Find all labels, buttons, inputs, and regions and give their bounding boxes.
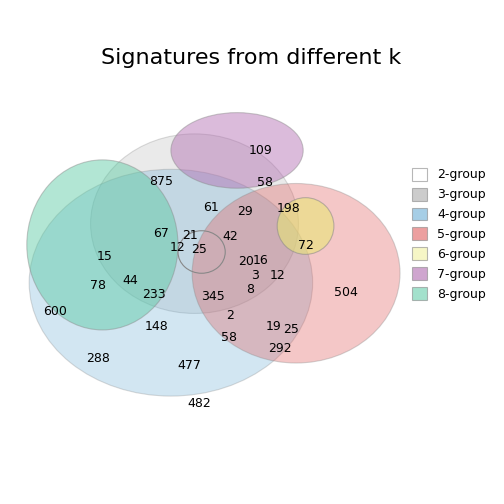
- Legend: 2-group, 3-group, 4-group, 5-group, 6-group, 7-group, 8-group: 2-group, 3-group, 4-group, 5-group, 6-gr…: [407, 163, 490, 306]
- Text: 12: 12: [170, 241, 186, 254]
- Ellipse shape: [27, 160, 178, 330]
- Text: 72: 72: [297, 239, 313, 253]
- Text: 109: 109: [249, 144, 273, 157]
- Text: 12: 12: [269, 269, 285, 282]
- Ellipse shape: [91, 134, 298, 313]
- Text: 148: 148: [145, 320, 169, 333]
- Text: 44: 44: [123, 274, 139, 287]
- Text: 25: 25: [192, 243, 207, 256]
- Ellipse shape: [192, 183, 400, 363]
- Text: 233: 233: [143, 288, 166, 301]
- Text: 15: 15: [97, 250, 113, 263]
- Text: 16: 16: [253, 254, 269, 267]
- Text: 42: 42: [222, 230, 238, 243]
- Text: 61: 61: [203, 201, 219, 214]
- Text: 875: 875: [150, 174, 173, 187]
- Ellipse shape: [171, 112, 303, 188]
- Text: 8: 8: [246, 283, 254, 296]
- Text: 19: 19: [266, 320, 282, 333]
- Ellipse shape: [29, 169, 312, 396]
- Text: 504: 504: [334, 286, 358, 299]
- Text: 20: 20: [238, 255, 255, 268]
- Text: 58: 58: [258, 175, 273, 188]
- Text: 600: 600: [43, 304, 67, 318]
- Text: 288: 288: [86, 352, 109, 365]
- Text: 345: 345: [202, 290, 225, 303]
- Text: 58: 58: [221, 332, 236, 344]
- Text: 29: 29: [237, 205, 253, 218]
- Text: 477: 477: [178, 359, 202, 372]
- Text: 3: 3: [250, 269, 259, 282]
- Text: 78: 78: [90, 279, 106, 292]
- Text: 292: 292: [268, 342, 291, 355]
- Text: 21: 21: [182, 229, 198, 242]
- Text: 2: 2: [226, 309, 234, 322]
- Text: 67: 67: [154, 227, 169, 239]
- Ellipse shape: [277, 198, 334, 255]
- Text: 482: 482: [187, 397, 211, 410]
- Title: Signatures from different k: Signatures from different k: [101, 48, 401, 68]
- Text: 25: 25: [283, 323, 299, 336]
- Text: 198: 198: [277, 202, 301, 215]
